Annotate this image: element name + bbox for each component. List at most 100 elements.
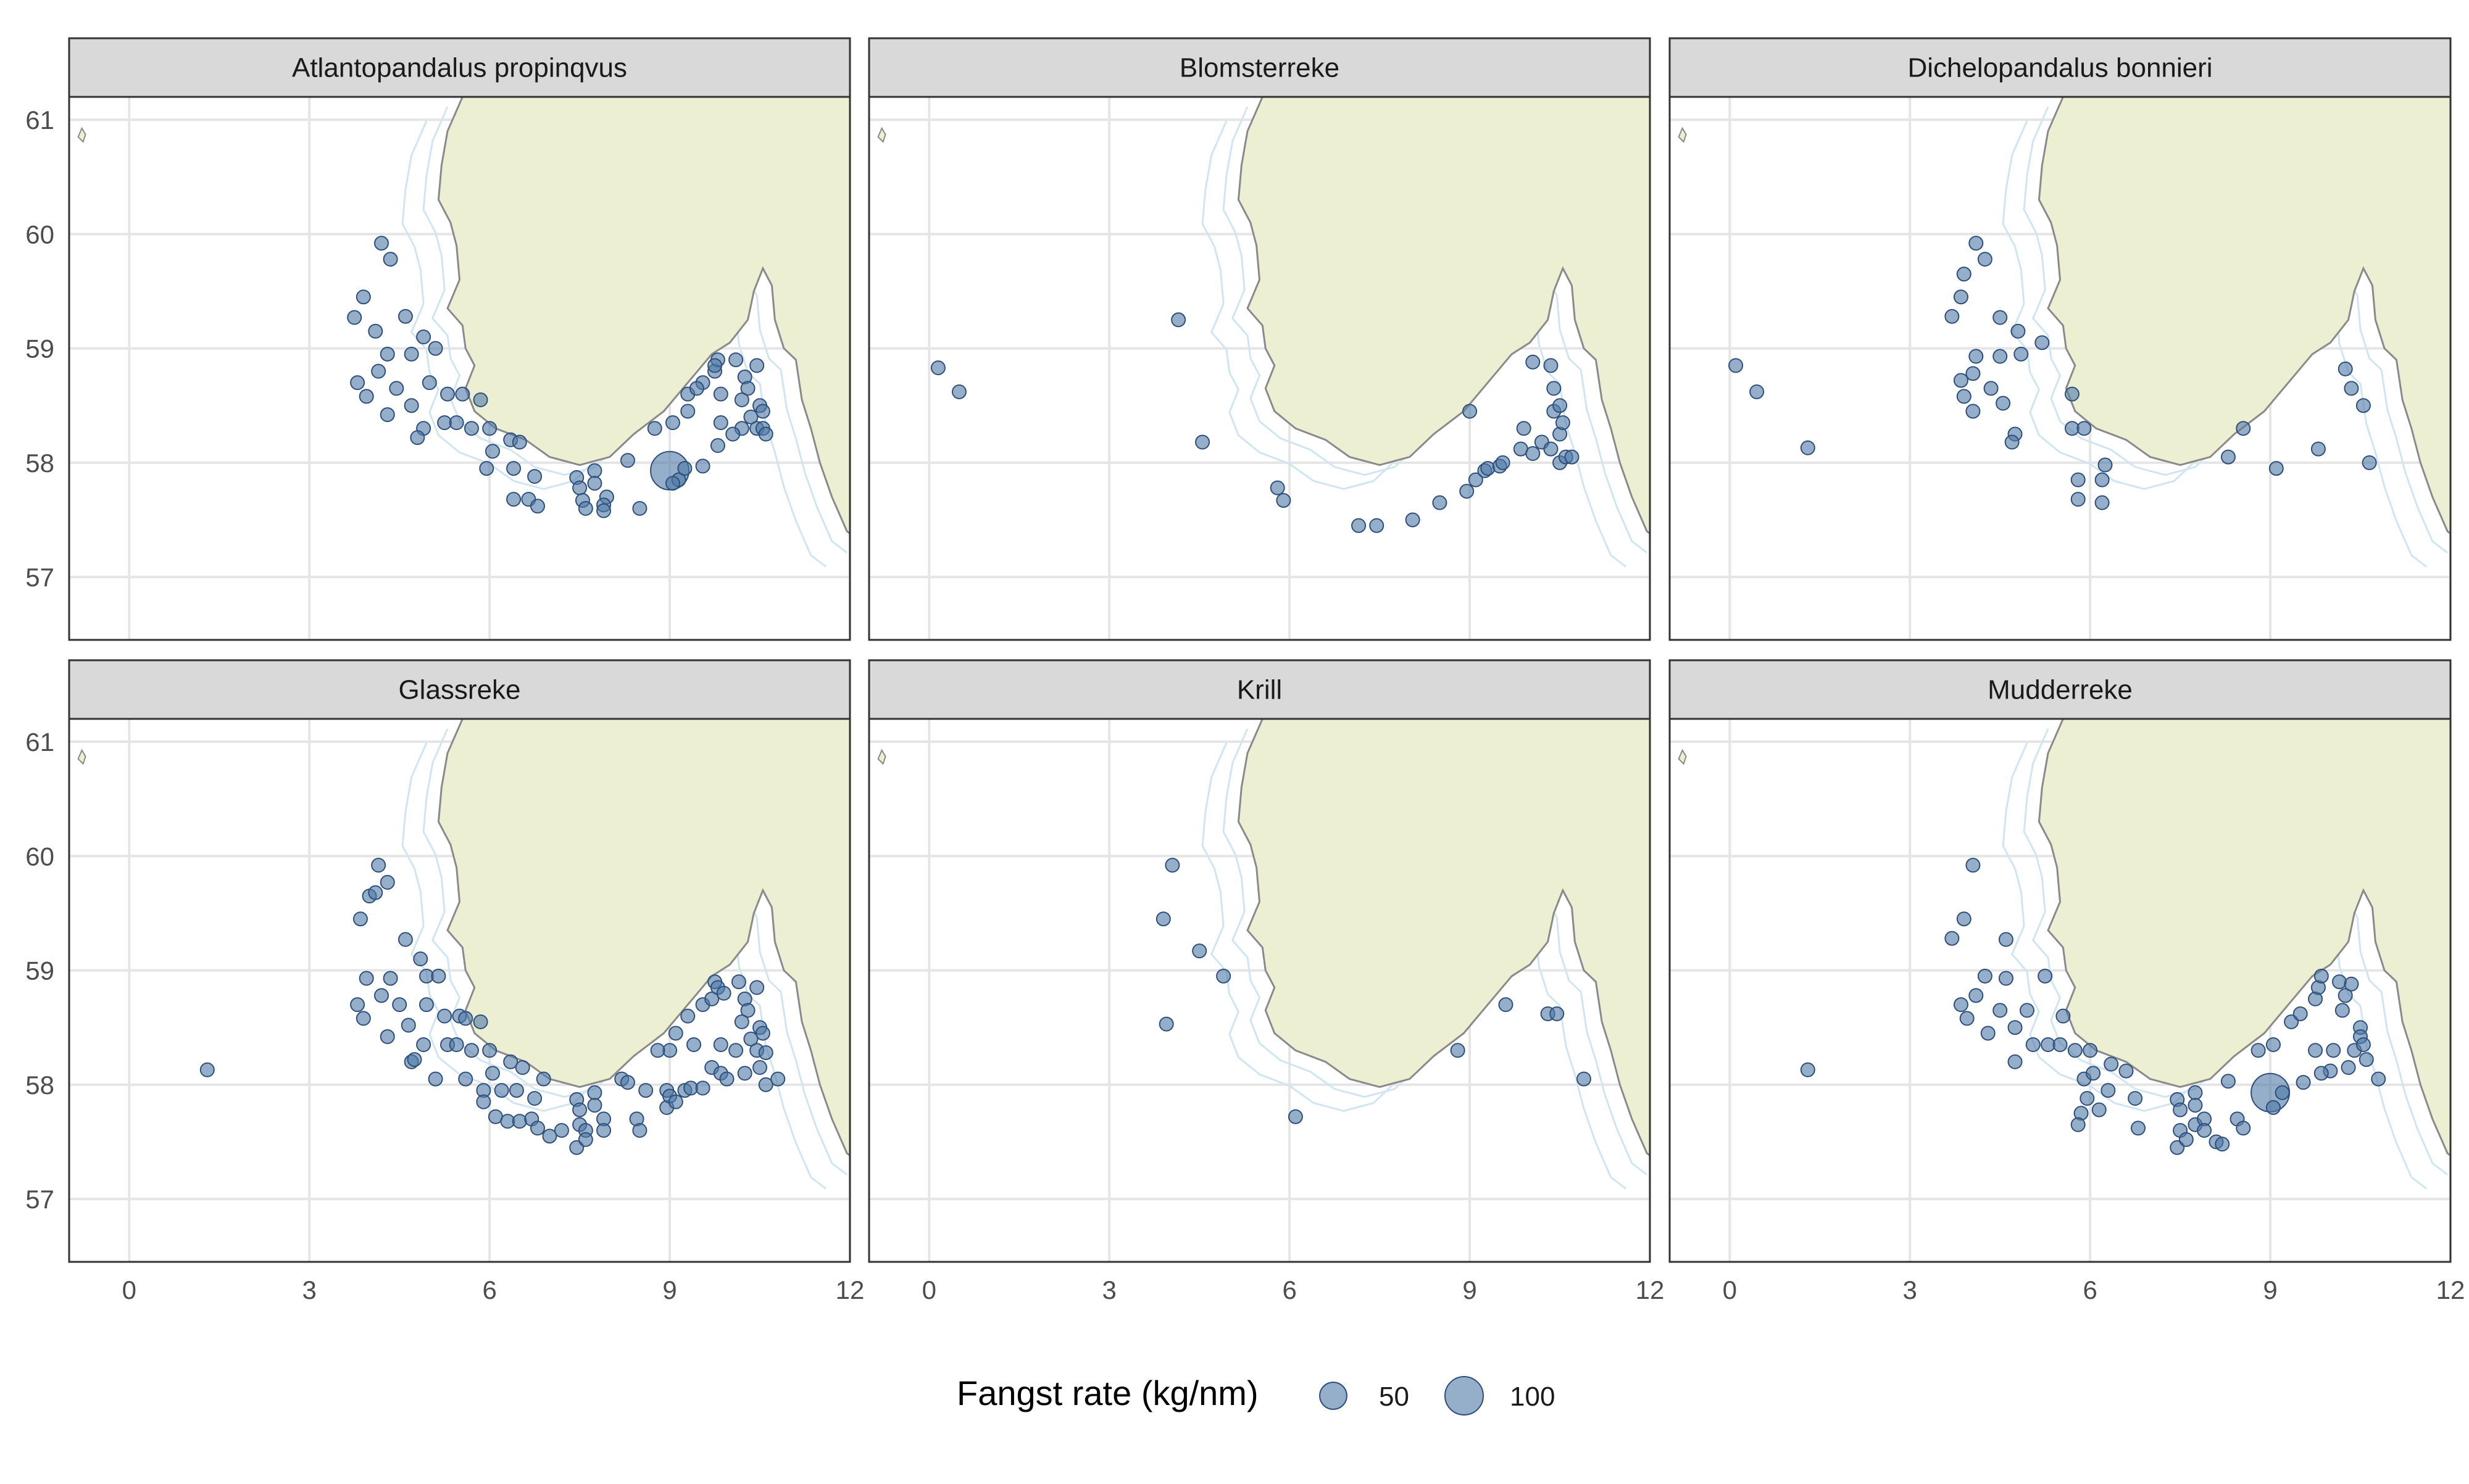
legend-key	[1319, 1382, 1347, 1410]
y-tick-label: 60	[25, 220, 54, 249]
catch-point	[506, 461, 522, 476]
catch-point	[770, 1071, 786, 1087]
catch-point	[749, 980, 765, 995]
y-tick-label: 59	[25, 956, 54, 985]
catch-point	[2052, 1037, 2068, 1052]
catch-point	[383, 971, 398, 986]
catch-point	[1953, 373, 1968, 388]
catch-point	[1576, 1071, 1591, 1087]
panel-border	[868, 718, 1651, 1263]
catch-point	[2371, 1071, 2386, 1087]
panel: Dichelopandalus bonnieri	[1668, 37, 2452, 641]
catch-point	[404, 346, 419, 362]
facet-title: Dichelopandalus bonnieri	[1907, 53, 2212, 83]
catch-point	[2094, 495, 2110, 510]
island	[877, 126, 886, 143]
facet-title: Krill	[1237, 675, 1282, 705]
catch-point	[2313, 968, 2329, 984]
catch-point	[422, 375, 437, 391]
catch-point	[650, 1043, 665, 1058]
catch-point	[482, 421, 498, 436]
catch-point	[695, 1080, 710, 1096]
catch-point	[2025, 1037, 2041, 1052]
catch-point	[632, 1122, 647, 1138]
catch-point	[680, 404, 696, 419]
x-tick-label: 0	[122, 1275, 136, 1304]
catch-point	[2080, 1091, 2095, 1106]
catch-point	[737, 1066, 752, 1081]
panel: Mudderreke 0 3 6 9 12	[1668, 659, 2465, 1304]
catch-point	[449, 415, 464, 430]
catch-point	[398, 309, 413, 324]
catch-point	[1165, 858, 1180, 873]
catch-point	[350, 375, 365, 391]
catch-point	[713, 415, 728, 430]
catch-point	[371, 363, 386, 379]
catch-point	[2265, 1100, 2281, 1115]
catch-point	[632, 500, 647, 516]
island	[77, 126, 86, 143]
catch-point	[2331, 974, 2347, 990]
catch-point	[1276, 492, 1291, 508]
x-tick-label: 0	[922, 1275, 936, 1304]
catch-point	[374, 236, 389, 251]
catch-point	[1155, 911, 1171, 927]
catch-point	[1351, 518, 1367, 533]
catch-point	[689, 381, 704, 396]
catch-point	[2131, 1121, 2146, 1136]
depth-contour	[401, 742, 826, 1190]
catch-point	[704, 991, 720, 1006]
catch-point	[359, 389, 374, 404]
catch-point	[1549, 1006, 1565, 1021]
catch-point	[350, 997, 365, 1013]
x-tick-label: 12	[836, 1275, 865, 1304]
catch-point	[1552, 398, 1568, 413]
catch-point	[536, 1071, 551, 1087]
x-tick-label: 3	[1903, 1275, 1917, 1304]
catch-point	[743, 1031, 759, 1047]
catch-point	[2097, 457, 2113, 473]
catch-point	[473, 1014, 488, 1029]
size-legend: Fangst rate (kg/nm) 50 100	[957, 1374, 1555, 1416]
catch-point	[1749, 384, 1765, 399]
catch-point	[2091, 1102, 2107, 1117]
catch-point	[1956, 267, 1971, 282]
catch-point	[578, 1132, 593, 1147]
catch-point	[725, 426, 741, 442]
catch-point	[359, 971, 374, 986]
catch-point	[1728, 358, 1744, 373]
catch-point	[2101, 1083, 2116, 1098]
catch-point	[1956, 389, 1971, 404]
facet-strip	[1668, 37, 2452, 98]
catch-point	[2344, 381, 2359, 396]
catch-point	[1968, 236, 1984, 251]
catch-point	[2067, 1043, 2083, 1058]
facet-strip	[1668, 659, 2452, 720]
x-tick-label: 9	[2263, 1275, 2277, 1304]
island	[1678, 748, 1687, 765]
catch-point	[416, 330, 431, 345]
panel-border	[68, 96, 851, 641]
catch-point	[2268, 461, 2284, 476]
land-polygon	[2038, 719, 2450, 1157]
catch-point	[479, 461, 494, 476]
catch-point	[2275, 1085, 2290, 1100]
facet-strip	[868, 37, 1651, 98]
catch-point	[734, 1014, 749, 1029]
catch-point	[1546, 381, 1562, 396]
x-tick-label: 12	[2436, 1275, 2465, 1304]
y-tick-label: 57	[25, 563, 54, 592]
catch-point	[1996, 396, 2011, 411]
catch-point	[572, 480, 588, 495]
catch-point	[368, 323, 383, 339]
catch-point	[428, 1071, 443, 1087]
x-tick-label: 0	[1723, 1275, 1737, 1304]
catch-point	[2070, 472, 2086, 487]
catch-point	[2010, 323, 2026, 339]
catch-point	[2019, 1003, 2034, 1018]
y-tick-label: 61	[25, 727, 54, 757]
catch-point	[2220, 1074, 2236, 1089]
catch-point	[2055, 1008, 2071, 1024]
panel-grid: Atlantopandalus propinqvus5758596061Blom…	[25, 37, 2465, 1304]
